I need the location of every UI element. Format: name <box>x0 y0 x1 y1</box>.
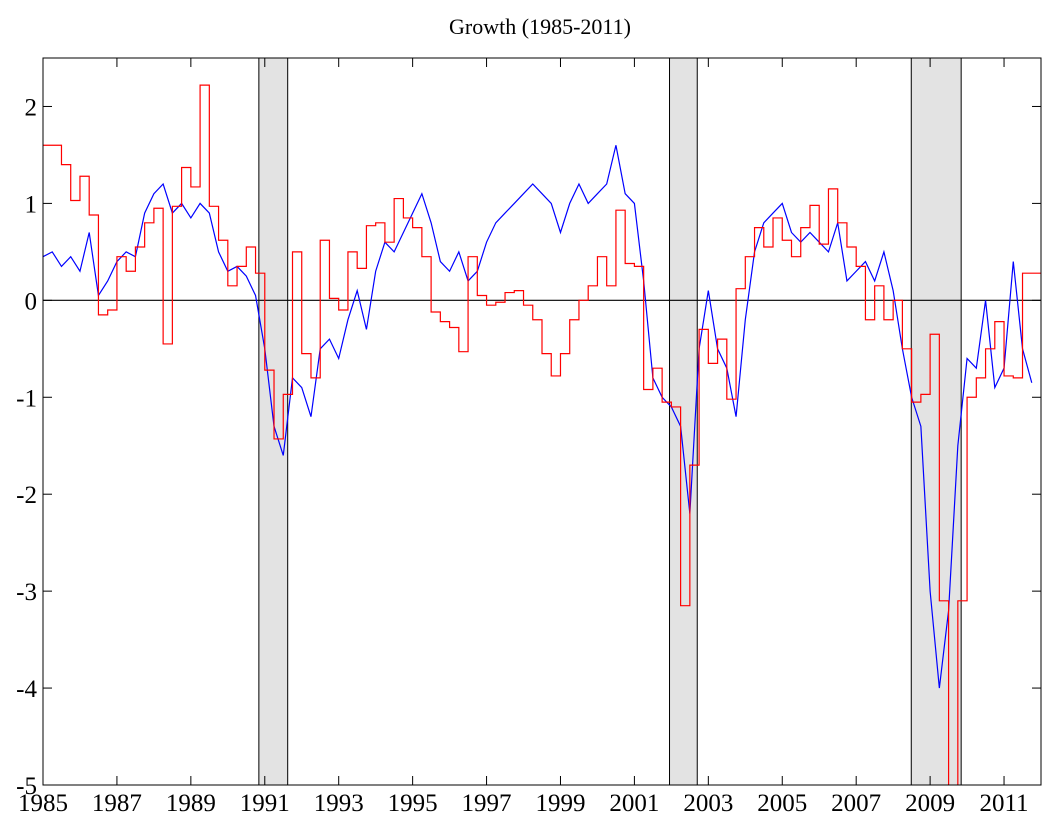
x-tick-label: 2011 <box>979 790 1028 817</box>
x-tick-label: 1991 <box>240 790 290 817</box>
series-line <box>43 145 1033 689</box>
y-tick-label: -5 <box>16 773 37 800</box>
chart-title: Growth (1985-2011) <box>449 14 631 39</box>
y-tick-label: -4 <box>16 676 37 703</box>
x-tick-label: 2005 <box>757 790 807 817</box>
x-tick-label: 1993 <box>314 790 364 817</box>
y-tick-label: 1 <box>25 191 38 218</box>
y-tick-label: -1 <box>16 385 37 412</box>
shaded-period <box>669 58 698 785</box>
y-tick-label: 0 <box>25 288 38 315</box>
x-tick-label: 1995 <box>388 790 438 817</box>
x-tick-label: 1987 <box>92 790 142 817</box>
x-tick-label: 1985 <box>18 790 68 817</box>
x-tick-label: 1997 <box>462 790 512 817</box>
series-line <box>43 84 1041 785</box>
x-tick-label: 1999 <box>535 790 585 817</box>
y-tick-label: 2 <box>25 94 38 121</box>
axes-frame <box>42 57 1042 786</box>
x-tick-label: 2009 <box>905 790 955 817</box>
x-tick-label: 2007 <box>831 790 881 817</box>
y-tick-label: -3 <box>16 579 37 606</box>
plot-area <box>43 58 1041 785</box>
x-tick-label: 1989 <box>166 790 216 817</box>
y-tick-label: -2 <box>16 482 37 509</box>
axes: 1985 1987 1989 1991 1993 1995 1997 1999 2001 2003… <box>16 57 1042 817</box>
x-tick-label: 2001 <box>609 790 659 817</box>
x-tick-label: 2003 <box>683 790 733 817</box>
